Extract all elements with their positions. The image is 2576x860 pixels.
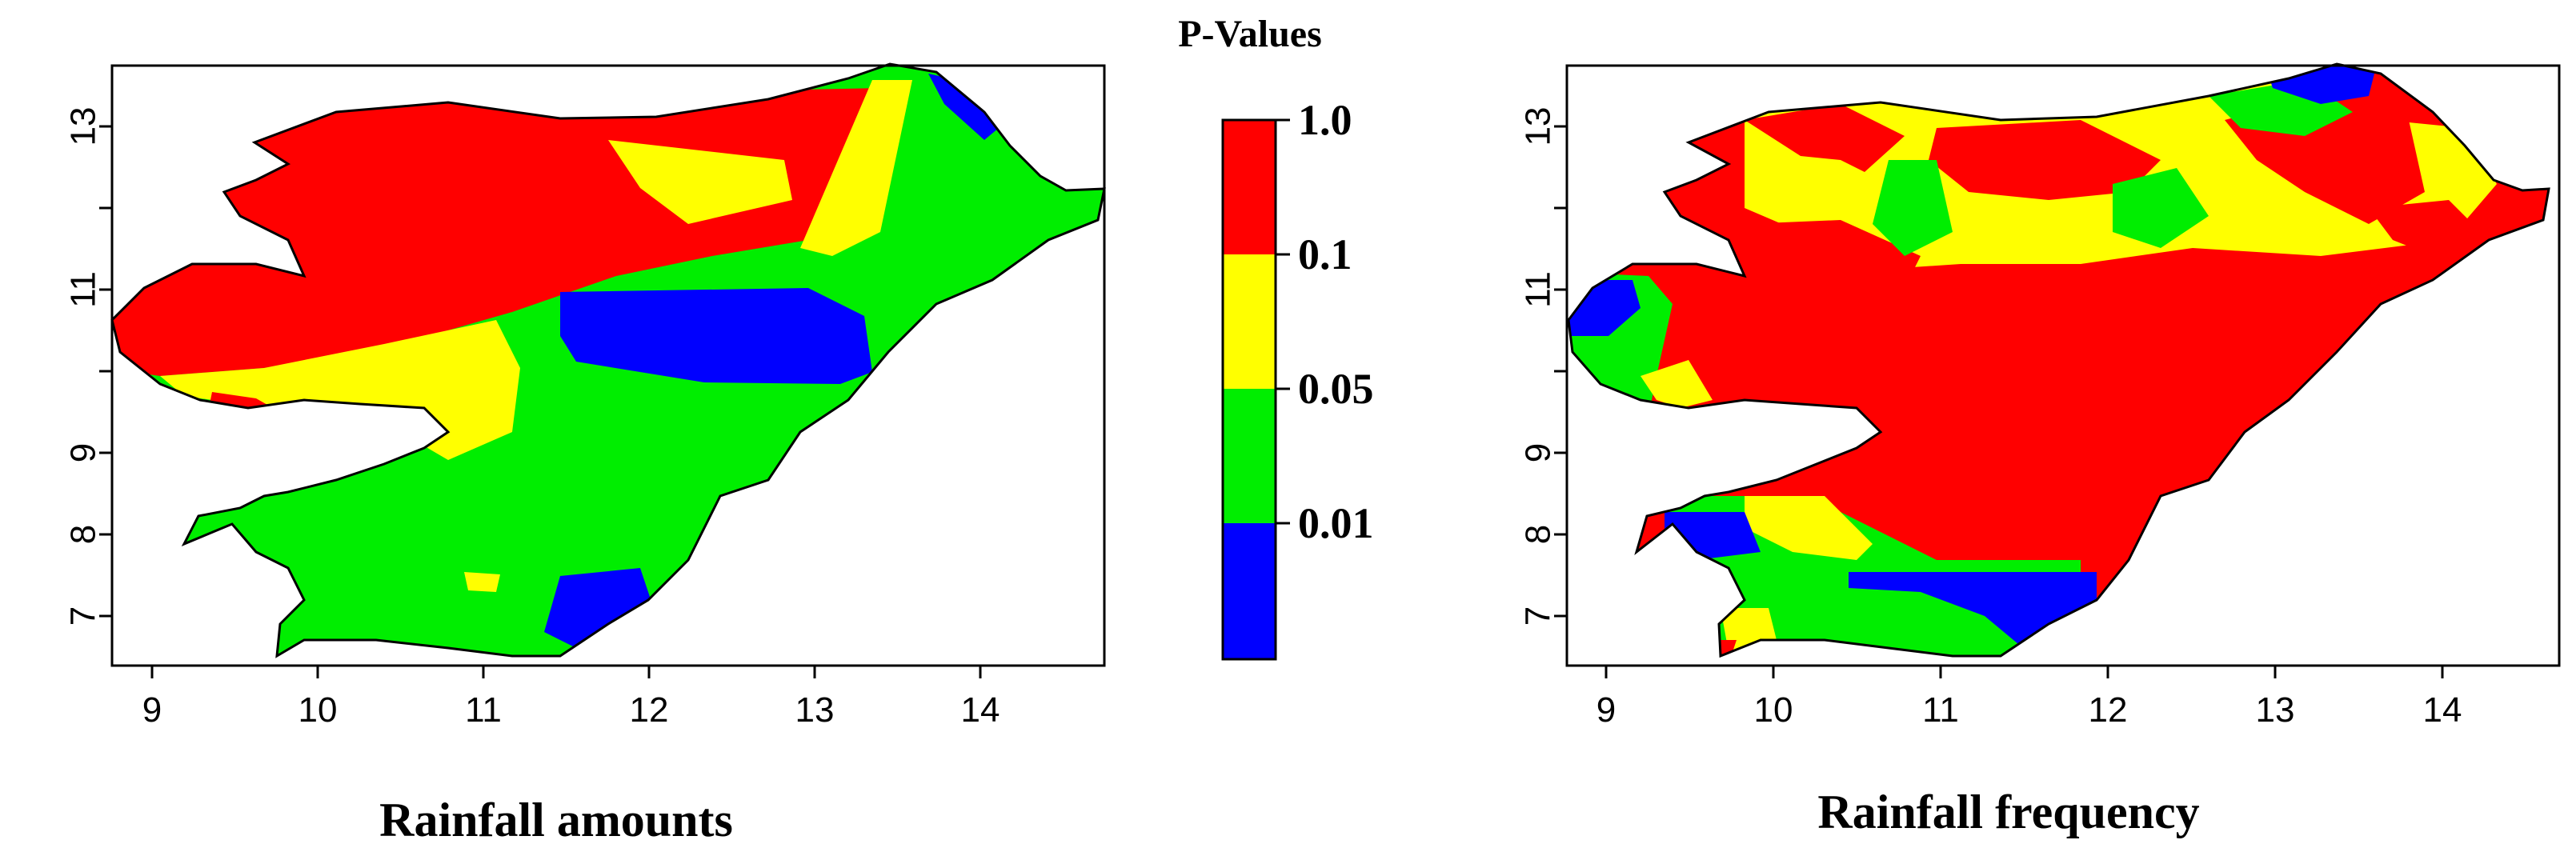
legend: P-Values 1.0 0.1 0.05 0.01	[1178, 13, 1374, 661]
coastline-amounts	[110, 62, 1106, 658]
region-red	[1745, 220, 1921, 296]
x-tick-label: 10	[298, 690, 338, 730]
y-tick-label: 8	[64, 525, 103, 544]
region-green	[2113, 168, 2209, 248]
legend-label: 1.0	[1298, 96, 1352, 144]
region-red	[1929, 120, 2161, 200]
region-yellow	[800, 80, 912, 256]
y-tick-label: 11	[64, 271, 103, 308]
y-tick-label: 7	[64, 606, 103, 626]
region-yellow	[464, 572, 500, 592]
x-tick-label: 13	[2256, 690, 2295, 730]
y-tick-label: 13	[64, 107, 103, 146]
y-tick-label: 9	[1519, 443, 1558, 462]
region-red	[1745, 104, 1905, 172]
legend-title: P-Values	[1178, 13, 1322, 55]
map-amounts	[112, 64, 1104, 656]
x-tick-label: 11	[1922, 690, 1959, 730]
plot-frame-frequency	[1565, 64, 2561, 667]
region-red	[2369, 200, 2489, 256]
legend-swatch-red	[1223, 120, 1276, 254]
region-blue	[560, 288, 872, 384]
legend-label: 0.01	[1298, 499, 1374, 547]
region-yellow	[608, 140, 792, 224]
legend-label: 0.1	[1298, 230, 1352, 278]
x-tick-label: 14	[2423, 690, 2462, 730]
region-yellow	[1641, 360, 1713, 408]
panel-title-amounts: Rainfall amounts	[379, 794, 733, 846]
axes-amounts: 9 10 11 12 13 14 7 8 9 11 13	[64, 107, 1000, 730]
axes-frequency: 9 10 11 12 13 14 7 8 9 11 13	[1519, 107, 2462, 730]
panel-rainfall-amounts: 9 10 11 12 13 14 7 8 9 11 13 Rainfall amounts	[64, 62, 1106, 846]
x-tick-label: 14	[961, 690, 1000, 730]
x-tick-label: 13	[795, 690, 835, 730]
x-tick-label: 9	[142, 690, 162, 730]
x-tick-label: 12	[2089, 690, 2128, 730]
y-tick-label: 7	[1519, 606, 1558, 626]
panel-title-frequency: Rainfall frequency	[1817, 786, 2199, 838]
coastline-frequency	[1567, 62, 2550, 658]
x-tick-label: 11	[465, 690, 502, 730]
x-tick-label: 12	[630, 690, 669, 730]
legend-swatch-yellow	[1223, 254, 1276, 389]
region-yellow	[1745, 496, 1873, 560]
region-blue	[1665, 512, 1761, 560]
y-tick-label: 11	[1519, 271, 1558, 308]
x-tick-label: 9	[1596, 690, 1616, 730]
legend-swatch-blue	[1223, 523, 1276, 659]
y-tick-label: 9	[64, 443, 103, 462]
region-green	[1873, 160, 1953, 256]
panel-rainfall-frequency: 9 10 11 12 13 14 7 8 9 11 13 Rainfall frequency	[1519, 62, 2561, 838]
region-blue	[544, 568, 656, 648]
y-tick-label: 8	[1519, 525, 1558, 544]
plot-frame-amounts	[110, 64, 1106, 667]
x-tick-label: 10	[1754, 690, 1793, 730]
legend-swatch-green	[1223, 389, 1276, 523]
y-tick-label: 13	[1519, 107, 1558, 146]
legend-label: 0.05	[1298, 365, 1374, 413]
